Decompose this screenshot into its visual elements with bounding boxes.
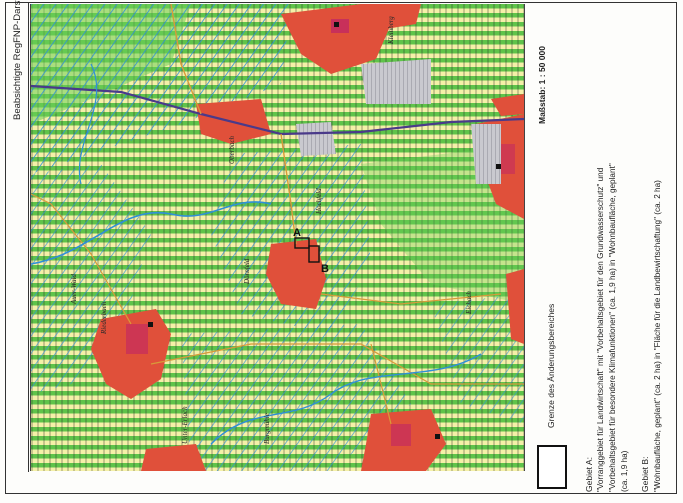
road	[31, 193, 132, 325]
poi-marker	[148, 322, 153, 327]
settlement-core	[126, 324, 148, 354]
change-area-b	[308, 245, 320, 263]
place-label: Eichach	[465, 291, 473, 315]
settlement	[361, 4, 421, 29]
area-a-heading: Gebiet A:	[584, 457, 594, 492]
settlement-core	[501, 144, 515, 174]
settlement	[491, 94, 524, 116]
industry-area	[361, 59, 431, 104]
marker-a-label: A	[293, 227, 301, 239]
road	[150, 343, 524, 385]
settlement	[506, 269, 524, 344]
title-strip	[6, 2, 29, 472]
scale-label: Maßstab: 1 : 50 000	[537, 46, 547, 124]
industry-area	[471, 124, 501, 184]
groundwater-zone	[181, 324, 411, 471]
regfnp-map: A B Riederbach Dörnfeld Kleinberg Oberba…	[31, 4, 524, 471]
area-a-line: (ca. 1,9 ha)	[620, 450, 629, 492]
road	[320, 293, 502, 305]
poi-marker	[435, 434, 440, 439]
place-label: Riederbach	[100, 301, 108, 335]
place-label: Kleinberg	[387, 16, 395, 45]
map-title: Beabsichtigte RegFNP-Darstellung	[12, 0, 23, 120]
groundwater-zone	[431, 294, 524, 424]
road	[280, 133, 297, 245]
map-viewport[interactable]: A B Riederbach Dörnfeld Kleinberg Oberba…	[30, 4, 525, 471]
sheet-frame	[5, 2, 677, 494]
poi-marker	[334, 22, 339, 27]
settlement-core	[331, 19, 349, 33]
stream	[31, 201, 272, 265]
boundary-legend-symbol	[537, 445, 567, 489]
settlement	[141, 444, 206, 471]
groundwater-zone	[31, 164, 151, 394]
industry-area	[296, 122, 336, 156]
place-label: Burgmühle	[263, 413, 271, 444]
poi-marker	[496, 164, 501, 169]
place-label: Oberbach	[228, 136, 236, 164]
area-b-line: "Wohnbaufläche, geplant" (ca. 2 ha) in "…	[653, 180, 662, 492]
place-label: Auer-Wald	[70, 274, 78, 305]
place-label: Dörnfeld	[243, 258, 251, 285]
change-area-a	[294, 237, 310, 249]
place-label: Unter-Erlach	[181, 406, 189, 444]
area-a-line: "Vorranggebiet für Landwirtschaft" mit "…	[596, 167, 605, 492]
road	[370, 343, 392, 425]
stream	[78, 63, 98, 185]
area-b-heading: Gebiet B:	[640, 456, 650, 492]
settlement	[281, 4, 391, 74]
stream	[210, 353, 482, 445]
groundwater-zone	[211, 144, 371, 334]
place-label: Hochfeld	[315, 188, 323, 215]
road	[170, 4, 202, 115]
area-a-line: "Vorbehaltsgebiet für besondere Klimafun…	[608, 163, 617, 492]
boundary-legend-label: Grenze des Änderungsbereiches	[546, 303, 556, 428]
settlement-core	[391, 424, 411, 446]
marker-b-label: B	[321, 263, 329, 275]
groundwater-zone	[31, 4, 291, 174]
settlement	[266, 239, 326, 309]
